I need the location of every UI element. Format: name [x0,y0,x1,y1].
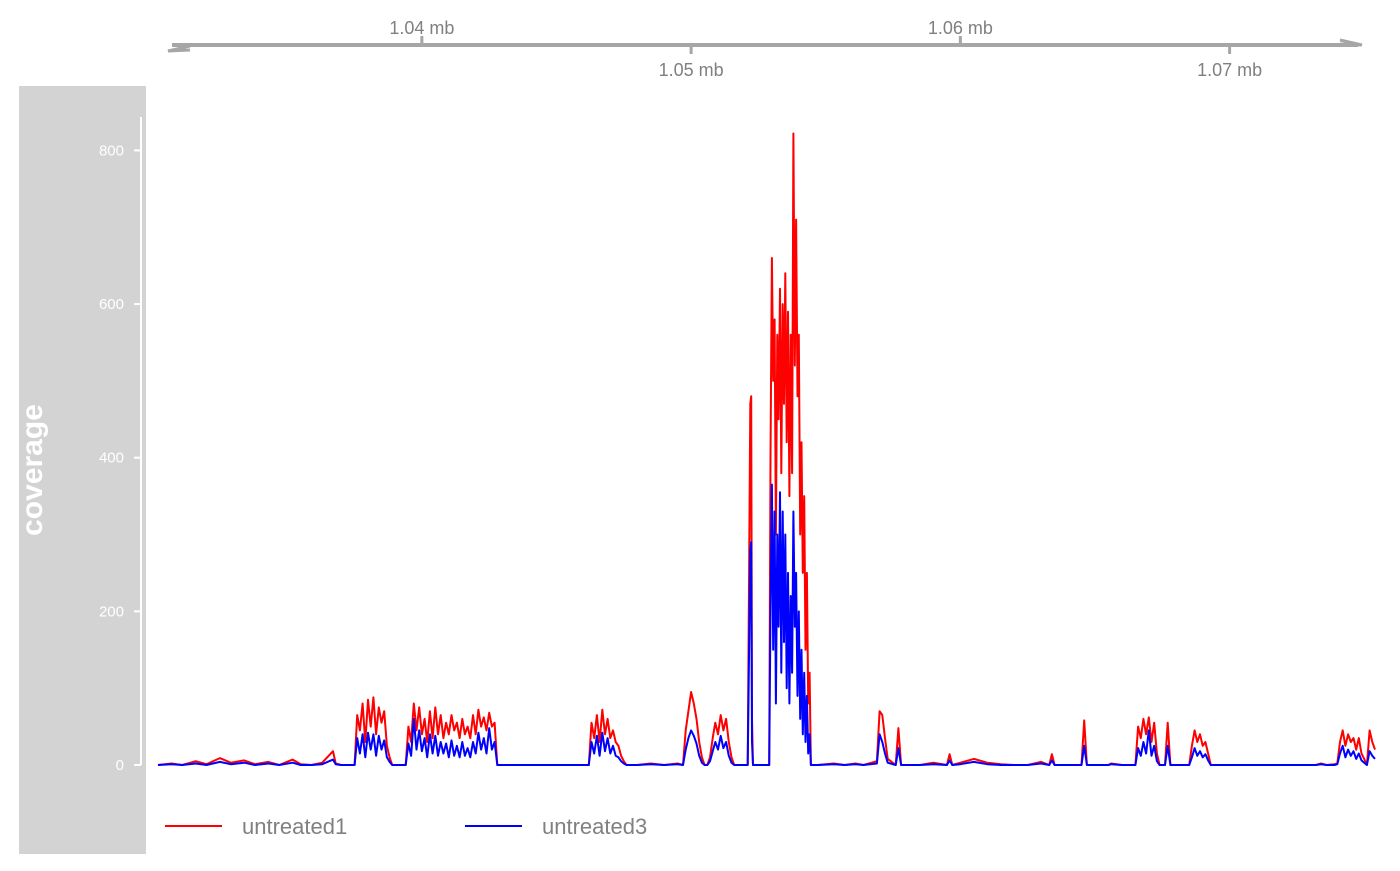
legend-label: untreated3 [542,814,647,839]
series-line-untreated1 [157,132,1376,766]
y-tick-label: 200 [99,603,124,620]
y-axis-label: coverage [16,404,49,536]
y-tick-label: 600 [99,296,124,313]
genome-axis-arrow-left [167,44,191,53]
plot-area [157,132,1376,766]
y-axis: 0 200 400 600 800 [99,117,142,774]
y-tick-label: 0 [116,757,124,774]
track-title-panel [19,86,146,854]
genome-tick-label-top: 1.06 mb [928,18,993,38]
y-tick-label: 800 [99,142,124,159]
legend-label: untreated1 [242,814,347,839]
series-line-untreated3 [157,483,1376,766]
genome-axis-arrow-right [1339,38,1363,47]
genome-tick-label-bottom: 1.07 mb [1197,60,1262,80]
y-tick-label: 400 [99,450,124,467]
genome-tick-label-top: 1.04 mb [389,18,454,38]
genome-tick-label-bottom: 1.05 mb [659,60,724,80]
genome-axis: 1.04 mb 1.06 mb 1.05 mb 1.07 mb [167,18,1363,80]
legend: untreated1 untreated3 [165,814,647,839]
